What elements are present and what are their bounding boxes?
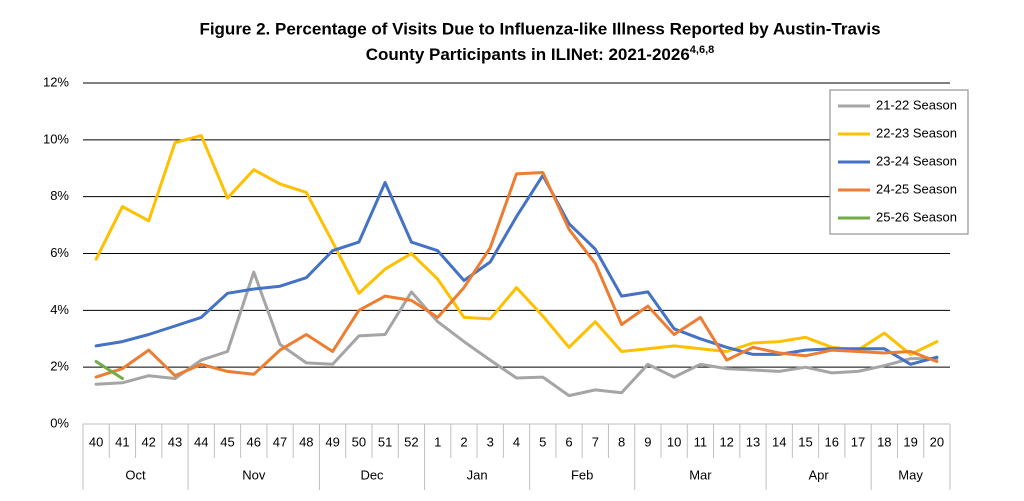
legend-label: 22-23 Season [876,125,957,140]
series-line [94,134,939,356]
x-tick-label: 45 [220,434,234,449]
x-group-label: Dec [360,467,384,482]
legend-label: 25-26 Season [876,209,957,224]
x-tick-label: 6 [565,434,572,449]
chart-title: Figure 2. Percentage of Visits Due to In… [199,19,880,38]
x-group-label: Oct [125,467,146,482]
title-superscript: 4,6,8 [690,44,714,56]
x-tick-label: 52 [404,434,418,449]
x-tick-label: 12 [719,434,733,449]
x-tick-label: 13 [746,434,760,449]
x-tick-label: 48 [299,434,313,449]
legend-label: 21-22 Season [876,97,957,112]
x-tick-label: 42 [141,434,155,449]
y-tick-label: 8% [50,188,69,203]
chart-title: County Participants in ILINet: 2021-2026 [366,45,690,64]
x-group-label: Apr [809,467,830,482]
x-tick-label: 19 [903,434,917,449]
x-tick-label: 7 [592,434,599,449]
y-tick-label: 4% [50,302,69,317]
x-tick-label: 20 [930,434,944,449]
x-tick-label: 15 [798,434,812,449]
y-tick-label: 12% [43,74,69,89]
x-tick-label: 47 [273,434,287,449]
x-tick-label: 18 [877,434,891,449]
x-group-label: May [898,467,923,482]
x-group-label: Feb [571,467,593,482]
x-tick-label: 4 [513,434,520,449]
x-group-label: Nov [242,467,266,482]
y-tick-label: 2% [50,359,69,374]
x-tick-label: 41 [115,434,129,449]
x-tick-label: 14 [772,434,786,449]
series-line [94,173,939,366]
x-tick-label: 3 [487,434,494,449]
x-tick-label: 2 [460,434,467,449]
x-group-label: Jan [467,467,488,482]
legend-label: 23-24 Season [876,153,957,168]
x-tick-label: 44 [194,434,208,449]
y-tick-label: 0% [50,415,69,430]
x-tick-label: 46 [247,434,261,449]
x-tick-label: 8 [618,434,625,449]
x-tick-label: 49 [325,434,339,449]
x-tick-label: 5 [539,434,546,449]
x-tick-label: 17 [851,434,865,449]
series-line [94,171,939,379]
y-tick-label: 10% [43,131,69,146]
x-tick-label: 16 [825,434,839,449]
x-tick-label: 11 [694,434,708,449]
x-tick-label: 1 [434,434,441,449]
series-line [94,360,124,380]
x-tick-label: 43 [168,434,182,449]
legend-label: 24-25 Season [876,181,957,196]
x-tick-label: 40 [89,434,103,449]
x-tick-label: 51 [378,434,392,449]
x-tick-label: 9 [644,434,651,449]
x-group-label: Mar [689,467,712,482]
x-tick-label: 10 [667,434,681,449]
x-tick-label: 50 [352,434,366,449]
series-line [94,270,939,398]
chart-title: County Participants in ILINet: 2021-2026… [366,44,715,65]
y-tick-label: 6% [50,245,69,260]
